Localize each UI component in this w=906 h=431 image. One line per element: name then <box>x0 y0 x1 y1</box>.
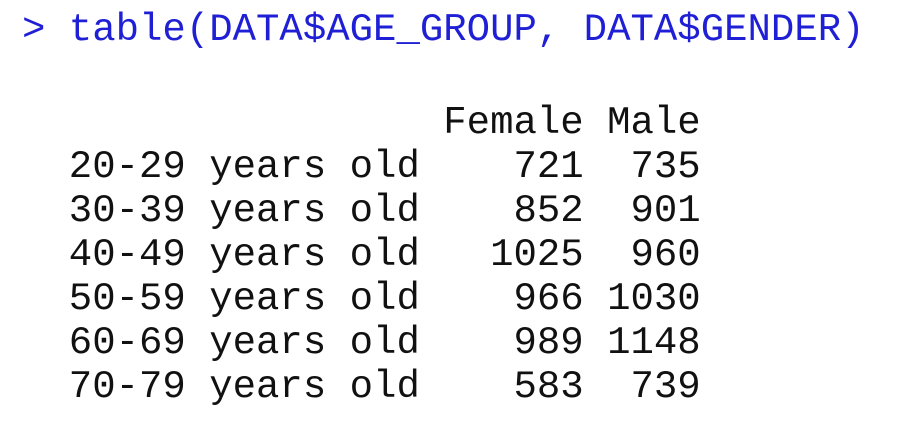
command: table(DATA$AGE_GROUP, DATA$GENDER) <box>68 8 865 52</box>
row-label: 50-59 years old <box>68 277 420 321</box>
cell-value: 1025 <box>490 233 584 277</box>
row-label: 70-79 years old <box>68 365 420 409</box>
cell-value: 901 <box>630 189 701 233</box>
cell-value: 1030 <box>607 277 701 321</box>
row-label: 60-69 years old <box>68 321 420 365</box>
cell-value: 583 <box>513 365 584 409</box>
column-header: Female <box>443 101 584 145</box>
cell-value: 966 <box>513 277 584 321</box>
cell-value: 735 <box>630 145 701 189</box>
cell-value: 989 <box>513 321 584 365</box>
column-header: Male <box>607 101 701 145</box>
row-label: 30-39 years old <box>68 189 420 233</box>
cell-value: 960 <box>630 233 701 277</box>
row-label: 20-29 years old <box>68 145 420 189</box>
cell-value: 852 <box>513 189 584 233</box>
prompt: > <box>22 8 46 52</box>
cell-value: 1148 <box>607 321 701 365</box>
cell-value: 721 <box>513 145 584 189</box>
row-label: 40-49 years old <box>68 233 420 277</box>
cell-value: 739 <box>630 365 701 409</box>
